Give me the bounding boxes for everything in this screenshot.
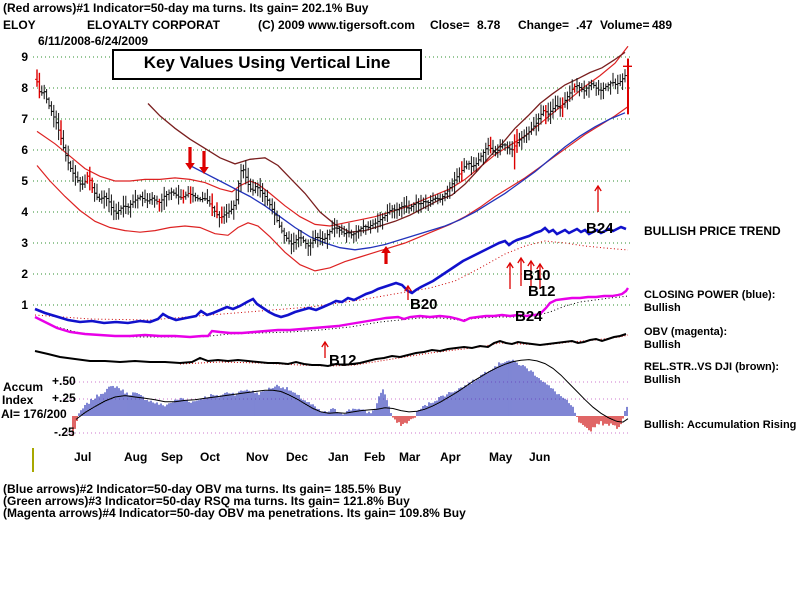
- chart-annotation-b12: B12: [329, 352, 357, 369]
- red-down-arrow: [199, 151, 209, 174]
- month-label-oct: Oct: [200, 450, 221, 464]
- price-axis-label: 7: [21, 112, 28, 126]
- month-label-may: May: [489, 450, 513, 464]
- obv-label: OBV (magenta):: [644, 326, 728, 338]
- volume-value: 489: [652, 18, 673, 32]
- accum-tick-plus50: +.50: [52, 374, 76, 388]
- chart-title-box: Key Values Using Vertical Line: [112, 49, 422, 80]
- thin-up-arrow-head: [594, 184, 602, 192]
- chart-annotation-b12: B12: [528, 283, 556, 300]
- price-axis-label: 8: [21, 81, 28, 95]
- relstr-line: [34, 333, 627, 368]
- company-name: ELOYALTY CORPORAT: [87, 18, 220, 32]
- closing-power-label: CLOSING POWER (blue):: [644, 289, 776, 301]
- month-label-dec: Dec: [286, 450, 309, 464]
- obv-line: [34, 287, 629, 339]
- copyright-text: (C) 2009 www.tigersoft.com: [258, 18, 415, 32]
- accum-tick-minus25: -.25: [54, 425, 75, 439]
- brown-ma-line: [147, 51, 626, 233]
- chart-annotation-b24: B24: [515, 308, 543, 325]
- price-axis-label: 6: [21, 143, 28, 157]
- price-axis-label: 4: [21, 205, 28, 219]
- accum-ma-line: [75, 359, 629, 423]
- accum-ai-value: AI= 176/200: [1, 407, 67, 421]
- volume-label: Volume=: [600, 18, 650, 32]
- close-label: Close=: [430, 18, 470, 32]
- accum-label-word1: Accum: [3, 380, 44, 394]
- change-value: .47: [576, 18, 593, 32]
- month-label-aug: Aug: [124, 450, 148, 464]
- accum-label-word2: Index: [2, 393, 34, 407]
- month-label-jan: Jan: [328, 450, 349, 464]
- price-axis-label: 2: [21, 267, 28, 281]
- relstr-label: REL.STR..VS DJI (brown):: [644, 361, 780, 373]
- obv-status: Bullish: [644, 339, 681, 351]
- closing-power-line: [34, 225, 627, 325]
- price-axis-label: 3: [21, 236, 28, 250]
- thin-up-arrow-head: [506, 261, 514, 269]
- month-label-mar: Mar: [399, 450, 421, 464]
- ticker-symbol: ELOY: [3, 18, 36, 32]
- thin-up-arrow-head: [536, 262, 544, 270]
- month-label-feb: Feb: [364, 450, 386, 464]
- price-axis-label: 9: [21, 50, 28, 64]
- thin-up-arrow-head: [404, 284, 412, 292]
- blue-ma-line: [189, 112, 626, 251]
- date-range: 6/11/2008-6/24/2009: [38, 34, 149, 48]
- chart-annotation-b10: B10: [523, 267, 551, 284]
- price-trend-status: BULLISH PRICE TREND: [644, 224, 781, 238]
- month-label-jul: Jul: [74, 450, 92, 464]
- accum-status-note: Bullish: Accumulation Rising: [644, 419, 797, 431]
- month-label-sep: Sep: [161, 450, 184, 464]
- chart-annotation-b24: B24: [586, 220, 614, 237]
- indicator2-caption: (Blue arrows)#2 Indicator=50-day OBV ma …: [3, 482, 402, 496]
- price-axis-label: 5: [21, 174, 28, 188]
- accum-tick-plus25: +.25: [52, 391, 76, 405]
- indicator1-caption: (Red arrows)#1 Indicator=50-day ma turns…: [3, 1, 369, 15]
- thin-up-arrow-head: [527, 259, 535, 267]
- chart-annotation-b20: B20: [410, 296, 438, 313]
- relstr-status: Bullish: [644, 374, 681, 386]
- red-up-arrow: [381, 246, 391, 264]
- month-label-jun: Jun: [529, 450, 551, 464]
- closing-power-ma-dotted: [34, 240, 629, 321]
- thin-up-arrow-head: [321, 340, 329, 348]
- month-label-nov: Nov: [246, 450, 269, 464]
- month-label-apr: Apr: [440, 450, 461, 464]
- change-label: Change=: [518, 18, 570, 32]
- thin-up-arrow-head: [517, 256, 525, 264]
- close-value: 8.78: [477, 18, 501, 32]
- lower-band-line: [36, 106, 629, 272]
- red-down-arrow: [185, 147, 195, 170]
- closing-power-status: Bullish: [644, 302, 681, 314]
- price-axis-label: 1: [21, 298, 28, 312]
- indicator3-caption: (Green arrows)#3 Indicator=50-day RSQ ma…: [3, 494, 410, 508]
- indicator4-caption: (Magenta arrows)#4 Indicator=50-day OBV …: [3, 506, 466, 520]
